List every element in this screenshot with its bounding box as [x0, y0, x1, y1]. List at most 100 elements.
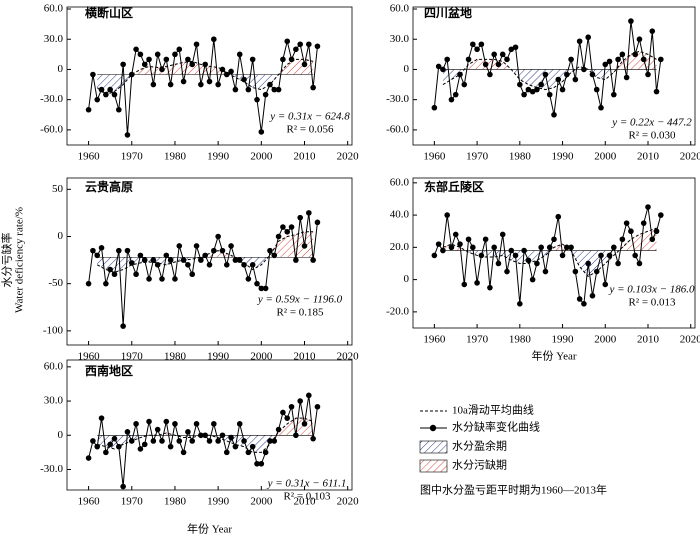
data-point — [193, 41, 200, 48]
data-point — [141, 441, 148, 448]
data-point — [154, 262, 161, 268]
data-point — [576, 296, 583, 302]
y-tick-label: -50 — [48, 277, 63, 289]
data-point — [193, 243, 200, 249]
data-point — [150, 81, 157, 88]
legend: 10a滑动平均曲线 水分缺率变化曲线 水分盈余期 水分污缺期 图中水分盈亏距平时… — [419, 403, 607, 497]
data-point — [159, 438, 165, 444]
data-point — [653, 88, 660, 95]
x-tick-label: 2000 — [250, 151, 273, 163]
x-axis-label: 年份 Year — [187, 522, 232, 536]
data-point — [137, 252, 144, 259]
data-point — [636, 36, 643, 43]
data-point — [658, 56, 664, 63]
data-point — [470, 41, 476, 48]
data-point — [615, 56, 621, 63]
moving-average — [442, 50, 657, 91]
data-point — [559, 252, 566, 259]
data-point — [306, 41, 312, 48]
data-point — [236, 257, 243, 263]
data-point — [465, 236, 472, 243]
y-tick-label: 20.0 — [390, 241, 410, 253]
data-point — [598, 104, 604, 111]
data-point — [435, 63, 442, 70]
legend-label: 水分盈余期 — [452, 439, 507, 453]
x-tick-label: 1990 — [207, 496, 230, 508]
legend-label: 水分污缺期 — [452, 458, 507, 472]
data-point — [581, 66, 587, 73]
surplus-area — [97, 74, 314, 95]
data-point — [116, 106, 122, 113]
data-point — [219, 247, 226, 254]
y-tick-label: -60.0 — [386, 123, 409, 135]
data-point — [491, 244, 497, 251]
y-tick-label: 0 — [58, 429, 64, 441]
x-tick-label: 1970 — [121, 151, 144, 163]
data-point — [111, 271, 118, 278]
plot-frame — [66, 359, 353, 491]
data-point — [116, 443, 122, 450]
data-point — [593, 86, 600, 93]
data-point — [568, 244, 574, 251]
data-point — [499, 51, 506, 58]
data-point — [98, 245, 105, 251]
legend-swatch — [419, 440, 448, 454]
x-tick-label: 2000 — [594, 334, 617, 346]
data-point — [219, 66, 226, 73]
data-point — [90, 71, 96, 78]
y-tick-label: 60.0 — [44, 360, 64, 372]
data-point — [176, 46, 183, 53]
data-point — [271, 86, 278, 93]
panel: 60.0 30.0 0 -30.0 1960 1970 1980 1990 2000 2010 20… — [40, 359, 359, 536]
data-point — [107, 266, 113, 273]
data-point — [275, 426, 282, 433]
data-point — [267, 81, 273, 88]
data-point — [606, 58, 613, 65]
data-point — [478, 252, 485, 259]
x-tick-label: 1960 — [423, 151, 446, 163]
data-point — [98, 86, 105, 93]
r-squared: R² = 0.030 — [628, 130, 676, 142]
data-point — [482, 61, 489, 68]
x-tick-label: 1980 — [164, 351, 187, 363]
data-point — [180, 449, 187, 456]
data-point — [172, 276, 178, 282]
data-point — [512, 252, 519, 259]
data-point — [640, 56, 647, 63]
data-point — [198, 257, 204, 263]
data-point — [271, 252, 278, 259]
data-point — [555, 76, 562, 83]
data-point — [534, 260, 540, 267]
equation: y = 0.22x − 447.2 — [611, 117, 692, 129]
data-point — [487, 284, 493, 291]
data-point — [495, 260, 502, 267]
equation: y = 0.31x − 624.8 — [269, 111, 350, 123]
data-point — [572, 76, 579, 83]
x-tick-label: 2020 — [337, 351, 360, 363]
data-point — [228, 68, 234, 75]
data-point — [649, 236, 656, 243]
data-point — [245, 449, 252, 456]
x-tick-label: 1990 — [552, 151, 575, 163]
data-point — [551, 111, 557, 118]
data-point — [163, 252, 170, 259]
x-tick-label: 2020 — [680, 151, 700, 163]
data-point — [124, 247, 131, 254]
data-point — [293, 432, 299, 439]
data-point — [202, 252, 208, 259]
data-point — [499, 231, 506, 238]
data-point — [249, 262, 256, 268]
legend-note: 图中水分盈亏距平时期为1960—2013年 — [420, 483, 607, 497]
data-point — [632, 252, 638, 259]
data-point — [504, 268, 510, 275]
data-point — [457, 71, 463, 78]
data-point — [314, 219, 321, 226]
data-point — [206, 438, 213, 444]
data-point — [623, 220, 630, 226]
y-tick-label: -30.0 — [40, 93, 63, 105]
data-point — [589, 71, 596, 78]
data-point — [297, 398, 303, 404]
data-point — [525, 257, 532, 264]
data-point — [585, 34, 591, 41]
plot-frame — [66, 6, 353, 146]
